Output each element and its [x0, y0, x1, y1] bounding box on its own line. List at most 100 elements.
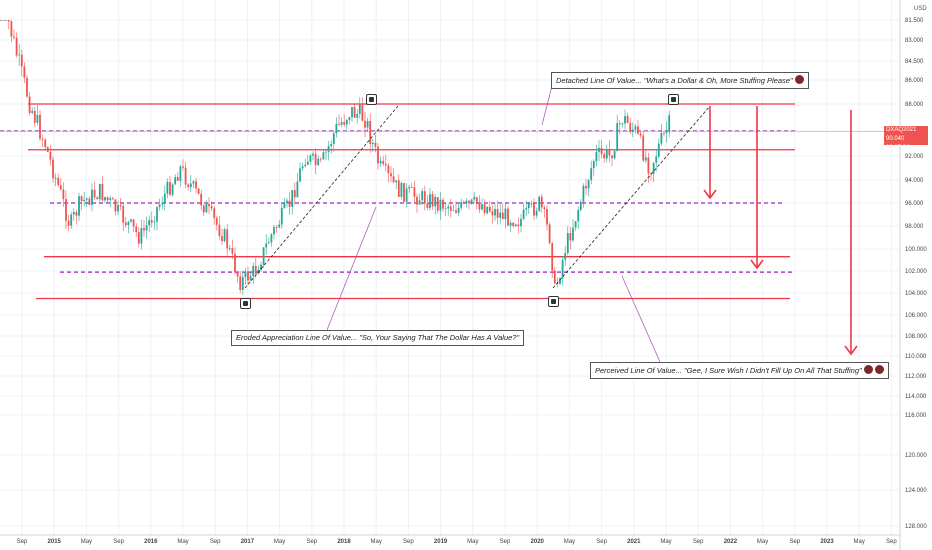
candle-body: [20, 54, 23, 67]
last-price-tag: DXAQ2021 90.040 00:17:04: [884, 126, 928, 151]
y-tick-label: 96.000: [905, 201, 924, 207]
candle-body: [473, 197, 476, 200]
candle-body: [145, 225, 148, 231]
candle-body: [387, 165, 390, 174]
candle-body: [13, 36, 15, 38]
candle-body: [345, 119, 348, 125]
candle-body: [104, 197, 106, 201]
candle-body: [273, 227, 275, 235]
candle-body: [364, 120, 366, 128]
annotation-eroded[interactable]: Eroded Appreciation Line Of Value... "So…: [231, 330, 525, 346]
candle-body: [351, 106, 353, 118]
candle-body: [156, 207, 158, 222]
candle-body: [491, 211, 494, 216]
candle-body: [65, 199, 67, 221]
x-tick-label: Sep: [693, 539, 704, 545]
marker-icon[interactable]: [548, 296, 559, 307]
candle-body: [5, 20, 8, 21]
candle-body: [275, 227, 278, 228]
candle-body: [478, 204, 481, 210]
candle-body: [509, 222, 512, 226]
candle-body: [434, 197, 437, 207]
candle-body: [631, 129, 634, 132]
candle-body: [228, 248, 231, 249]
y-tick-label: 128.000: [905, 524, 927, 530]
candle-body: [291, 190, 294, 207]
candle-body: [371, 142, 374, 144]
candle-body: [566, 233, 569, 254]
y-tick-label: 92.000: [905, 154, 924, 160]
candle-body: [124, 222, 127, 226]
candle-body: [36, 114, 39, 123]
candle-body: [249, 276, 252, 281]
x-tick-label: Sep: [17, 539, 28, 545]
y-tick-label: 106.000: [905, 313, 927, 319]
candle-body: [447, 206, 450, 209]
candle-body: [301, 166, 304, 169]
candle-body: [551, 243, 554, 271]
candle-body: [296, 181, 299, 198]
candle-body: [663, 132, 665, 134]
y-tick-label: 88.000: [905, 102, 924, 108]
candle-body: [603, 154, 606, 159]
x-tick-label: May: [371, 539, 382, 545]
candle-body: [62, 189, 65, 200]
candle-body: [668, 115, 671, 132]
candle-body: [327, 146, 330, 152]
annotation-pointer: [326, 206, 377, 331]
candle-body: [486, 206, 489, 214]
annotation-perceived[interactable]: Perceived Line Of Value... "Gee, I Sure …: [590, 362, 889, 379]
candle-body: [117, 205, 119, 212]
candle-body: [189, 183, 192, 188]
candle-body: [569, 233, 572, 241]
candle-body: [52, 159, 54, 179]
candle-body: [179, 166, 182, 181]
candle-body: [195, 181, 197, 189]
candle-body: [46, 147, 49, 152]
candle-body: [465, 200, 468, 203]
candle-body: [54, 177, 57, 179]
marker-icon[interactable]: [366, 94, 377, 105]
candle-body: [260, 264, 262, 270]
arrow-head: [844, 345, 858, 356]
candle-body: [215, 218, 218, 225]
candle-body: [488, 206, 491, 212]
currency-label: USD: [914, 6, 927, 12]
annotation-detached[interactable]: Detached Line Of Value... "What's a Doll…: [551, 72, 809, 89]
marker-icon[interactable]: [240, 298, 251, 309]
candle-body: [332, 133, 335, 144]
candle-body: [72, 212, 75, 215]
y-tick-label: 94.000: [905, 178, 924, 184]
candle-body: [59, 185, 62, 190]
candle-body: [416, 196, 418, 205]
candle-body: [512, 222, 515, 227]
candle-body: [135, 226, 138, 233]
candle-body: [361, 104, 364, 121]
candle-body: [166, 181, 169, 194]
candle-body: [517, 224, 520, 227]
candle-body: [278, 224, 281, 228]
y-tick-label: 110.000: [905, 354, 927, 360]
candle-body: [161, 203, 164, 205]
candle-body: [608, 149, 611, 156]
y-tick-label: 86.000: [905, 78, 924, 84]
candle-body: [475, 197, 478, 205]
candle-body: [460, 201, 463, 208]
candle-body: [421, 191, 424, 201]
candle-body: [457, 207, 460, 213]
candle-body: [109, 198, 112, 201]
candle-body: [369, 121, 372, 144]
marker-icon[interactable]: [668, 94, 679, 105]
candle-body: [400, 183, 403, 197]
candle-body: [182, 166, 184, 168]
candle-body: [80, 196, 83, 201]
candle-body: [96, 197, 99, 200]
candle-body: [595, 151, 598, 162]
candle-body: [429, 194, 431, 208]
candle-body: [403, 183, 405, 202]
candle-body: [171, 184, 174, 195]
candle-body: [353, 106, 356, 118]
x-tick-label: Sep: [210, 539, 221, 545]
y-tick-label: 120.000: [905, 453, 927, 459]
